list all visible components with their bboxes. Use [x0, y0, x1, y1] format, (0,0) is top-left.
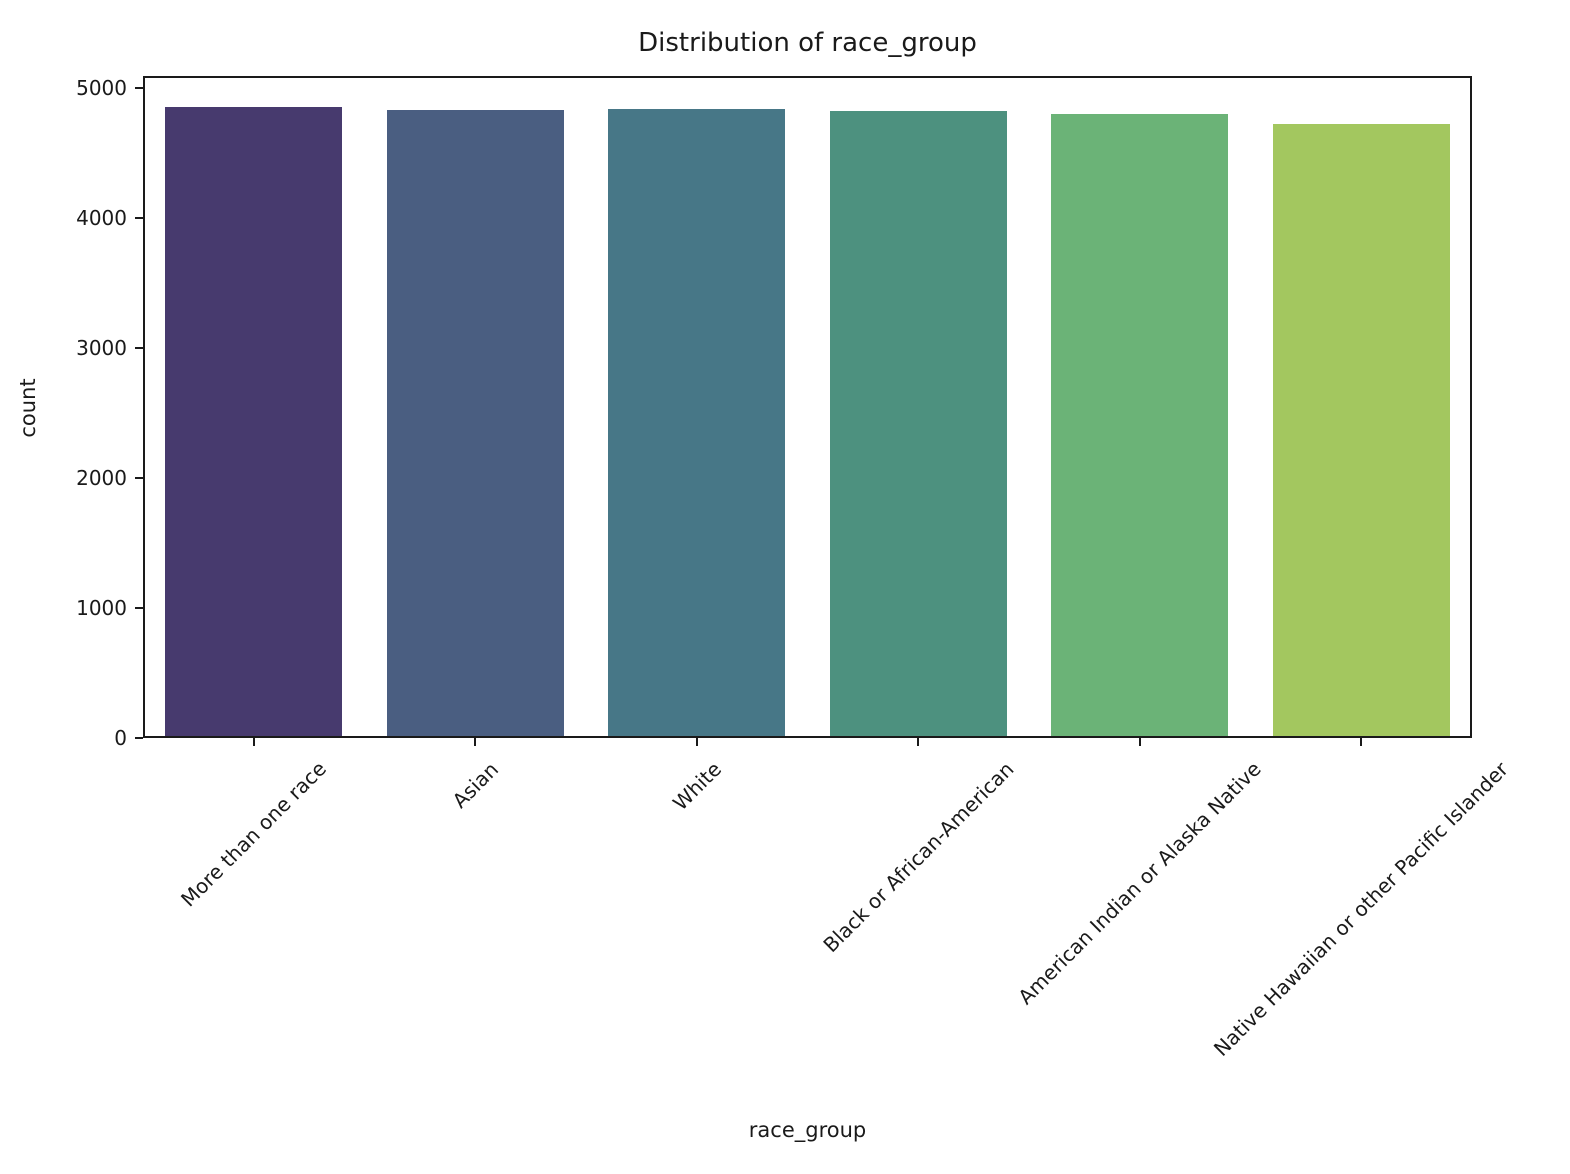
- x-tick-label: White: [667, 756, 726, 816]
- x-tick-label: American Indian or Alaska Native: [1013, 756, 1266, 1010]
- y-tick-mark: [135, 737, 143, 739]
- bar-white: [608, 109, 786, 736]
- y-tick-label: 4000: [76, 205, 127, 230]
- y-tick-mark: [135, 606, 143, 609]
- x-tick-mark: [695, 738, 698, 746]
- x-tick-mark: [1360, 738, 1363, 746]
- bar-more-than-one-race: [165, 107, 343, 736]
- y-tick-label: 0: [114, 726, 127, 750]
- chart-title: Distribution of race_group: [638, 28, 977, 58]
- bar-asian: [386, 109, 564, 736]
- y-tick-mark: [135, 346, 143, 349]
- y-tick-label: 2000: [76, 465, 127, 490]
- y-tick-label: 5000: [76, 75, 127, 100]
- plot-area: [143, 76, 1472, 738]
- bar-american-indian-or-alaska-native: [1051, 113, 1229, 736]
- bar-native-hawaiian-or-other-pacific-islander: [1272, 123, 1450, 736]
- x-axis-label: race_group: [748, 1118, 867, 1142]
- x-tick-label: Native Hawaiian or other Pacific Islande…: [1209, 757, 1514, 1061]
- y-tick-label: 3000: [76, 335, 127, 360]
- y-tick-mark: [135, 476, 143, 479]
- x-tick-label: More than one race: [176, 756, 332, 912]
- x-tick-mark: [1138, 738, 1141, 746]
- y-tick-label: 1000: [76, 595, 127, 620]
- x-tick-label: Black or African-American: [818, 757, 1019, 958]
- x-tick-label: Asian: [447, 757, 503, 813]
- y-axis-label: count: [16, 378, 40, 438]
- bar-black-or-african-american: [829, 111, 1007, 736]
- x-tick-mark: [917, 738, 920, 746]
- x-tick-mark: [474, 738, 477, 746]
- x-tick-mark: [252, 738, 255, 746]
- y-tick-mark: [135, 86, 143, 89]
- y-tick-mark: [135, 216, 143, 219]
